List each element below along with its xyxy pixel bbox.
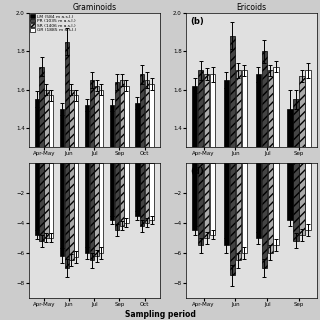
Text: (b): (b) xyxy=(190,17,204,26)
Bar xyxy=(293,163,299,241)
Bar xyxy=(256,74,261,147)
Bar xyxy=(149,84,154,147)
Bar xyxy=(90,163,94,260)
Bar xyxy=(287,109,293,147)
Bar xyxy=(99,90,103,147)
Bar xyxy=(135,163,140,215)
Bar xyxy=(49,163,53,238)
Bar xyxy=(145,80,149,147)
Bar xyxy=(210,163,215,235)
Bar xyxy=(110,163,115,220)
Bar xyxy=(145,163,149,223)
Bar xyxy=(90,80,94,147)
Bar xyxy=(39,163,44,241)
Bar xyxy=(305,70,311,147)
Bar xyxy=(35,99,39,147)
Bar xyxy=(256,163,261,238)
Bar xyxy=(204,74,209,147)
Bar xyxy=(268,70,273,147)
Title: Ericoids: Ericoids xyxy=(236,3,267,12)
Bar xyxy=(124,163,129,223)
Bar xyxy=(124,86,129,147)
Bar xyxy=(35,163,39,235)
Bar xyxy=(230,36,235,147)
Bar xyxy=(236,163,241,260)
Bar xyxy=(140,163,144,226)
Bar xyxy=(115,82,119,147)
Bar xyxy=(44,90,49,147)
Text: (d): (d) xyxy=(190,167,204,176)
Bar xyxy=(60,109,64,147)
Bar xyxy=(69,163,74,260)
Bar xyxy=(149,163,154,220)
Bar xyxy=(210,74,215,147)
Text: Sampling period: Sampling period xyxy=(124,310,196,319)
Bar xyxy=(65,163,69,268)
Bar xyxy=(224,80,229,147)
Bar xyxy=(74,95,78,147)
Bar xyxy=(204,163,209,238)
Bar xyxy=(39,67,44,147)
Bar xyxy=(140,74,144,147)
Bar xyxy=(224,163,229,245)
Bar xyxy=(261,51,267,147)
Bar xyxy=(293,99,299,147)
Bar xyxy=(85,105,89,147)
Bar xyxy=(230,163,235,275)
Bar xyxy=(274,67,279,147)
Bar xyxy=(60,163,64,256)
Bar xyxy=(192,163,197,230)
Bar xyxy=(305,163,311,230)
Bar xyxy=(120,163,124,226)
Bar xyxy=(94,86,99,147)
Bar xyxy=(49,95,53,147)
Title: Graminoids: Graminoids xyxy=(72,3,116,12)
Bar xyxy=(261,163,267,268)
Bar xyxy=(198,163,203,245)
Bar xyxy=(65,42,69,147)
Bar xyxy=(110,105,115,147)
Bar xyxy=(242,163,247,253)
Bar xyxy=(99,163,103,253)
Bar xyxy=(74,163,78,257)
Bar xyxy=(268,163,273,253)
Bar xyxy=(274,163,279,245)
Bar xyxy=(44,163,49,238)
Bar xyxy=(135,103,140,147)
Bar xyxy=(85,163,89,253)
Bar xyxy=(69,90,74,147)
Bar xyxy=(287,163,293,220)
Bar xyxy=(242,70,247,147)
Legend: LM (584 m a.s.l.), PR (1035 m a.s.l.), SR (1406 m a.s.l.), GR (1885 m a.s.l.): LM (584 m a.s.l.), PR (1035 m a.s.l.), S… xyxy=(30,14,76,33)
Bar xyxy=(300,163,305,235)
Bar xyxy=(115,163,119,230)
Bar xyxy=(300,76,305,147)
Bar xyxy=(236,70,241,147)
Bar xyxy=(94,163,99,256)
Bar xyxy=(192,86,197,147)
Bar xyxy=(120,80,124,147)
Bar xyxy=(198,70,203,147)
